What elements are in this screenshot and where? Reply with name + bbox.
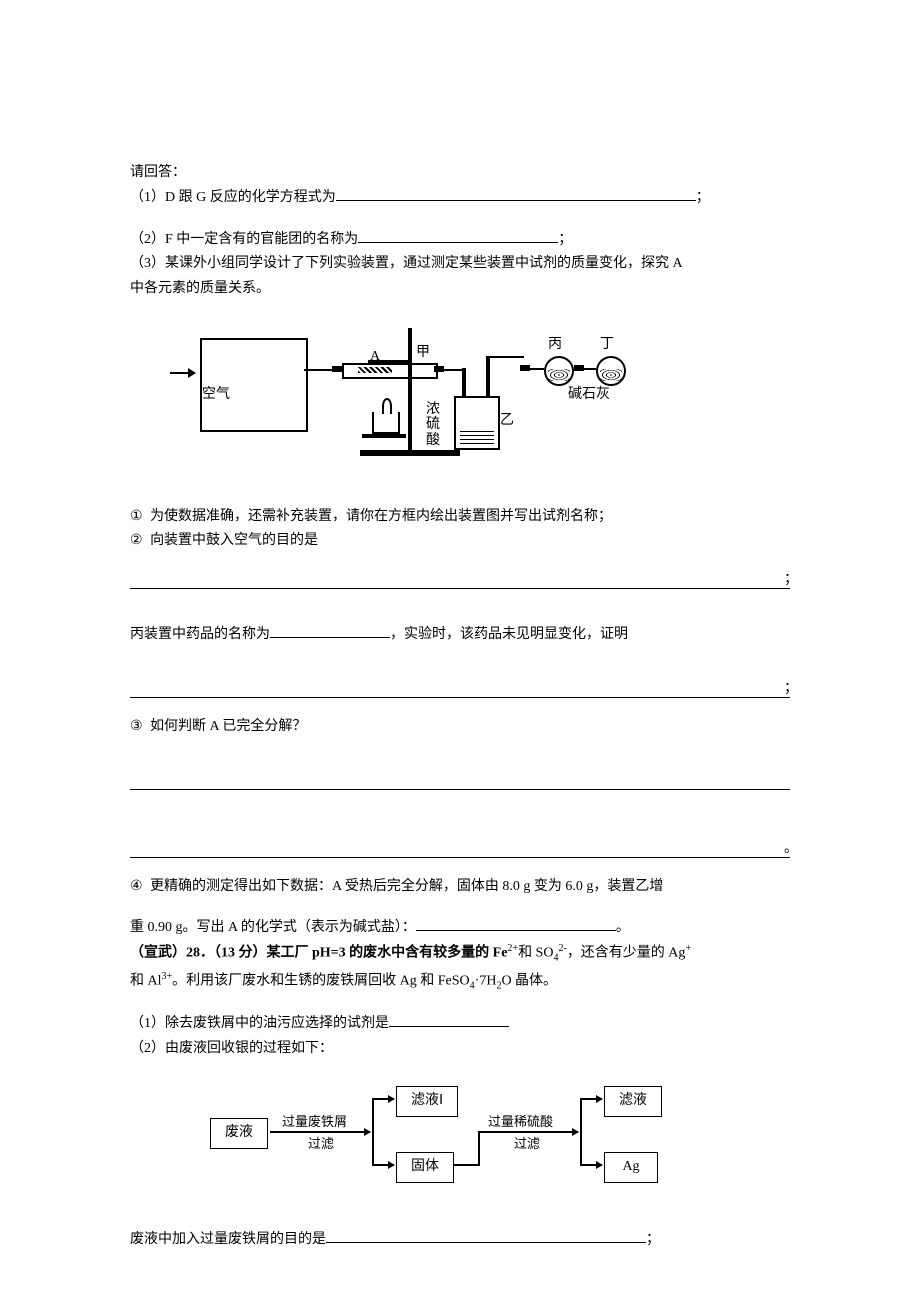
xw-q1-blank bbox=[389, 1012, 509, 1027]
flow-to-solid bbox=[372, 1164, 394, 1166]
q2-line: （2）F 中一定含有的官能团的名称为； bbox=[130, 228, 790, 251]
xw-bold: （宣武）28．（13 分）某工厂 pH=3 的废水中含有较多量的 Fe bbox=[130, 946, 507, 961]
air-label: 空气 bbox=[202, 384, 230, 406]
air-arrow-icon bbox=[170, 372, 194, 374]
tube-3 bbox=[490, 356, 524, 358]
q1-blank bbox=[336, 186, 696, 201]
joint-1 bbox=[332, 366, 342, 372]
sub3-blank2: 。 bbox=[130, 840, 790, 858]
sub3-line: ③ 如何判断 A 已完全分解？ bbox=[130, 716, 790, 738]
flow-merge-v bbox=[478, 1131, 480, 1166]
flow-waste: 废液 bbox=[210, 1118, 268, 1148]
xw-q1-line: （1）除去废铁屑中的油污应选择的试剂是 bbox=[130, 1012, 790, 1035]
flow-a1-bot: 过滤 bbox=[308, 1134, 334, 1155]
flow-filtrate: 滤液 bbox=[604, 1086, 662, 1116]
flow-split1 bbox=[372, 1098, 374, 1166]
sub4-line1: ④ 更精确的测定得出如下数据：A 受热后完全分解，固体由 8.0 g 变为 6.… bbox=[130, 876, 790, 898]
q2-text: （2）F 中一定含有的官能团的名称为 bbox=[130, 232, 358, 247]
sub4-line2: 重 0.90 g。写出 A 的化学式（表示为碱式盐）：。 bbox=[130, 916, 790, 939]
last-text: 废液中加入过量废铁屑的目的是 bbox=[130, 1232, 326, 1247]
circled-1: ① bbox=[130, 506, 143, 528]
clamp bbox=[368, 360, 412, 364]
flask-label: 浓 硫 酸 bbox=[426, 402, 442, 448]
flow-to-filtrate1 bbox=[372, 1098, 394, 1100]
burner-icon bbox=[372, 412, 400, 434]
xw-q1-text: （1）除去废铁屑中的油污应选择的试剂是 bbox=[130, 1016, 389, 1031]
circled-4: ④ bbox=[130, 876, 143, 898]
right-label: 碱石灰 bbox=[568, 384, 610, 406]
sub3-text: 如何判断 A 已完全分解？ bbox=[150, 719, 306, 734]
flowchart: 废液 过量废铁屑 过滤 滤液Ⅰ 固体 过量稀硫酸 过滤 滤液 Ag bbox=[210, 1076, 730, 1196]
xw-q2-line: （2）由废液回收银的过程如下： bbox=[130, 1038, 790, 1060]
jia-label: 甲 bbox=[416, 342, 430, 364]
flow-filtrate1: 滤液Ⅰ bbox=[396, 1086, 458, 1116]
sub4-text: 更精确的测定得出如下数据：A 受热后完全分解，固体由 8.0 g 变为 6.0 … bbox=[150, 879, 663, 894]
flask-neck-l bbox=[462, 368, 466, 398]
xw-line1: （宣武）28．（13 分）某工厂 pH=3 的废水中含有较多量的 Fe2+和 S… bbox=[130, 941, 790, 966]
flow-a2-top: 过量稀硫酸 bbox=[488, 1112, 553, 1133]
last-line: 废液中加入过量废铁屑的目的是； bbox=[130, 1228, 790, 1251]
xw-l2-c: ·7H bbox=[475, 974, 497, 989]
bing-text-b: ，实验时，该药品未见明显变化，证明 bbox=[390, 627, 628, 642]
flow-a2-bot: 过滤 bbox=[514, 1134, 540, 1155]
bing-blank bbox=[270, 623, 390, 638]
flow-split2 bbox=[580, 1098, 582, 1166]
sub2-line: ② 向装置中鼓入空气的目的是 bbox=[130, 530, 790, 552]
stand-base bbox=[360, 450, 460, 456]
tube-2 bbox=[444, 369, 462, 371]
sub4-blank bbox=[416, 916, 616, 931]
xw-mid2: ，还含有少量的 Ag bbox=[567, 946, 686, 961]
q1-text: （1）D 跟 G 反应的化学方程式为 bbox=[130, 190, 336, 205]
sub1-text: 为使数据准确，还需补充装置，请你在方框内绘出装置图并写出试剂名称； bbox=[150, 509, 612, 524]
flask-icon bbox=[454, 396, 500, 450]
xw-line2: 和 Al3+。利用该厂废水和生锈的废铁屑回收 Ag 和 FeSO4·7H2O 晶… bbox=[130, 969, 790, 994]
joint-2 bbox=[434, 366, 444, 372]
bing-blank-full: ； bbox=[130, 680, 790, 698]
sample-A-label: A bbox=[370, 346, 380, 368]
flow-a1-top: 过量废铁屑 bbox=[282, 1112, 347, 1133]
xw-l2-b: 。利用该厂废水和生锈的废铁屑回收 Ag 和 FeSO bbox=[172, 974, 470, 989]
sub3-blank1 bbox=[130, 772, 790, 790]
circled-2: ② bbox=[130, 530, 143, 552]
flow-solid: 固体 bbox=[396, 1152, 454, 1182]
flow-from-solid bbox=[454, 1164, 478, 1166]
sub1-line: ① 为使数据准确，还需补充装置，请你在方框内绘出装置图并写出试剂名称； bbox=[130, 506, 790, 528]
page-root: 请回答： （1）D 跟 G 反应的化学方程式为； （2）F 中一定含有的官能团的… bbox=[0, 0, 920, 1314]
intro-line: 请回答： bbox=[130, 162, 790, 184]
ball-bing bbox=[544, 356, 574, 386]
sub2-blank: ； bbox=[130, 571, 790, 589]
xw-l2-d: O 晶体。 bbox=[501, 974, 557, 989]
xw-mid1: 和 SO bbox=[518, 946, 553, 961]
circled-3: ③ bbox=[130, 716, 143, 738]
yi-label: 乙 bbox=[500, 410, 514, 432]
stand-pole bbox=[408, 328, 412, 452]
flow-ag: Ag bbox=[604, 1152, 658, 1182]
xw-l2-a: 和 Al bbox=[130, 974, 162, 989]
sub4-l2-a: 重 0.90 g。写出 A 的化学式（表示为碱式盐）： bbox=[130, 920, 416, 935]
bing-text-a: 丙装置中药品的名称为 bbox=[130, 627, 270, 642]
bing-label: 丙 bbox=[548, 334, 562, 356]
bing-line: 丙装置中药品的名称为 ，实验时，该药品未见明显变化，证明 bbox=[130, 623, 790, 646]
burner-base bbox=[362, 434, 406, 438]
flow-to-ag bbox=[580, 1164, 602, 1166]
flask-neck-r bbox=[486, 356, 490, 398]
tube-4 bbox=[574, 368, 596, 370]
q3-line2: 中各元素的质量关系。 bbox=[130, 278, 790, 300]
q1-line: （1）D 跟 G 反应的化学方程式为； bbox=[130, 186, 790, 209]
apparatus-diagram: 空气 A 甲 浓 硫 酸 乙 丙 丁 碱石灰 bbox=[170, 320, 670, 480]
ball-ding bbox=[596, 356, 626, 386]
tube-3b bbox=[524, 368, 544, 370]
last-blank bbox=[326, 1228, 646, 1243]
q3-line1: （3）某课外小组同学设计了下列实验装置，通过测定某些装置中试剂的质量变化，探究 … bbox=[130, 253, 790, 275]
ding-label: 丁 bbox=[600, 334, 614, 356]
flow-to-filtrate bbox=[580, 1098, 602, 1100]
sub2-text: 向装置中鼓入空气的目的是 bbox=[150, 533, 318, 548]
q2-blank bbox=[358, 228, 558, 243]
